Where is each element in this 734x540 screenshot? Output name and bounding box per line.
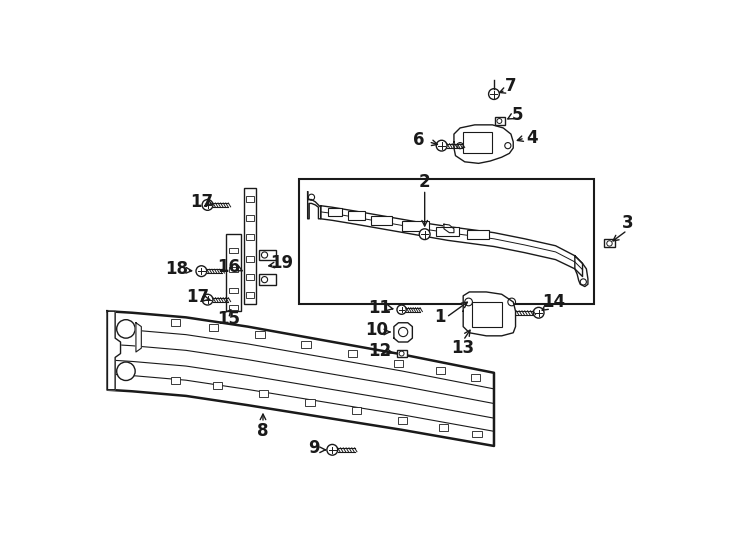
- Bar: [328, 208, 342, 215]
- Polygon shape: [394, 323, 413, 342]
- Bar: [246, 215, 254, 221]
- Text: 8: 8: [257, 422, 269, 440]
- Bar: [226, 234, 241, 311]
- Circle shape: [202, 294, 213, 305]
- Text: 1: 1: [435, 308, 446, 326]
- Bar: [394, 360, 403, 367]
- Circle shape: [196, 266, 207, 276]
- Text: 16: 16: [217, 258, 240, 275]
- Bar: [473, 430, 482, 437]
- Text: 9: 9: [308, 439, 319, 457]
- Bar: [229, 288, 239, 294]
- Bar: [473, 302, 501, 327]
- Bar: [170, 377, 180, 383]
- Text: 19: 19: [271, 254, 294, 273]
- Polygon shape: [321, 206, 583, 276]
- Bar: [352, 408, 361, 414]
- Text: 3: 3: [622, 214, 633, 232]
- Bar: [348, 211, 365, 220]
- Bar: [229, 248, 239, 253]
- Bar: [463, 132, 493, 153]
- Circle shape: [397, 305, 406, 314]
- Bar: [436, 226, 459, 236]
- Text: 12: 12: [368, 342, 391, 360]
- Text: 14: 14: [542, 293, 565, 311]
- Polygon shape: [463, 292, 515, 336]
- Bar: [170, 319, 180, 326]
- Bar: [495, 117, 505, 125]
- Bar: [246, 292, 254, 298]
- Bar: [244, 188, 256, 303]
- Text: 6: 6: [413, 131, 424, 149]
- Bar: [213, 382, 222, 389]
- Bar: [299, 179, 594, 303]
- Bar: [255, 331, 264, 338]
- Text: 2: 2: [419, 173, 431, 191]
- Bar: [302, 341, 310, 348]
- Bar: [397, 350, 407, 357]
- Circle shape: [534, 307, 544, 318]
- Bar: [604, 239, 615, 247]
- Bar: [246, 256, 254, 262]
- Bar: [471, 374, 480, 381]
- Bar: [259, 274, 276, 285]
- Text: 17: 17: [186, 288, 209, 306]
- Bar: [438, 424, 448, 431]
- Circle shape: [327, 444, 338, 455]
- Circle shape: [436, 140, 447, 151]
- Text: 11: 11: [368, 299, 391, 317]
- Text: 17: 17: [190, 193, 213, 211]
- Polygon shape: [454, 125, 513, 164]
- Bar: [259, 390, 269, 397]
- Bar: [467, 231, 489, 239]
- Bar: [229, 267, 239, 272]
- Bar: [371, 215, 393, 225]
- Polygon shape: [107, 311, 120, 390]
- Bar: [259, 249, 276, 260]
- Text: 5: 5: [512, 106, 523, 124]
- Polygon shape: [575, 256, 588, 287]
- Polygon shape: [444, 224, 454, 233]
- Bar: [348, 350, 357, 356]
- Polygon shape: [107, 311, 494, 446]
- Text: 13: 13: [451, 339, 475, 357]
- Circle shape: [202, 200, 213, 210]
- Polygon shape: [136, 323, 142, 352]
- Circle shape: [489, 89, 499, 99]
- Text: 10: 10: [366, 321, 388, 340]
- Bar: [398, 417, 407, 423]
- Text: 4: 4: [527, 129, 538, 147]
- Bar: [246, 195, 254, 202]
- Polygon shape: [308, 192, 321, 219]
- Bar: [246, 274, 254, 280]
- Text: 18: 18: [165, 260, 188, 278]
- Bar: [401, 221, 429, 231]
- Bar: [436, 367, 446, 374]
- Bar: [246, 234, 254, 240]
- Bar: [305, 399, 315, 406]
- Text: 7: 7: [505, 77, 517, 96]
- Circle shape: [419, 229, 430, 240]
- Bar: [229, 305, 239, 310]
- Circle shape: [117, 320, 135, 338]
- Bar: [209, 325, 218, 331]
- Circle shape: [117, 362, 135, 381]
- Text: 15: 15: [217, 310, 240, 328]
